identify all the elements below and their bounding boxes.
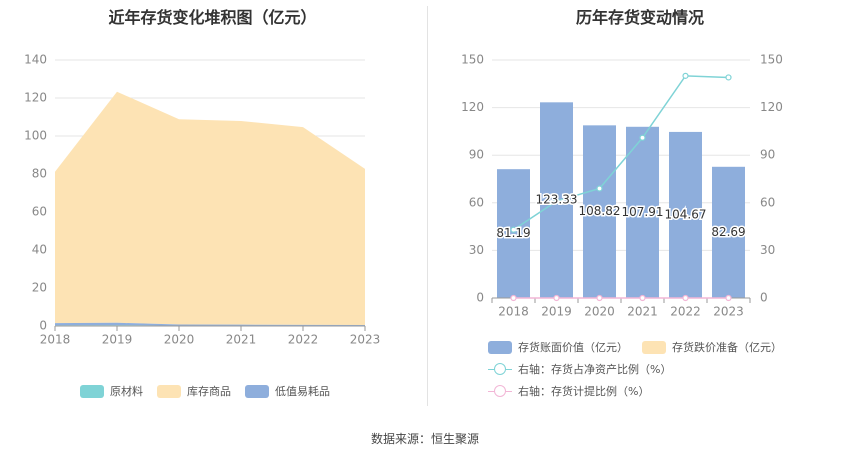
legend-row: 存货账面价值（亿元） 存货跌价准备（亿元） — [488, 336, 796, 358]
legend-item[interactable]: 右轴：存货占净资产比例（%） — [488, 361, 671, 377]
net-asset-ratio-point — [682, 72, 689, 79]
y-tick-label: 20 — [32, 281, 47, 295]
y2-tick-label: 30 — [760, 243, 775, 257]
legend-item[interactable]: 右轴：存货计提比例（%） — [488, 383, 649, 399]
stacked-area-chart-panel: 近年存货变化堆积图（亿元） 0 20 40 60 80 100 120 140 2018 2019… — [0, 0, 425, 410]
legend-swatch — [488, 362, 512, 376]
provision-ratio-point — [553, 294, 560, 302]
provision-ratio-point — [725, 294, 732, 302]
x-tick-label: 2020 — [584, 305, 615, 319]
net-asset-ratio-point — [553, 198, 560, 205]
panel-divider — [427, 6, 428, 406]
y-tick-label: 60 — [32, 205, 47, 219]
provision-ratio-point — [639, 294, 646, 302]
stacked-area-chart: 0 20 40 60 80 100 120 140 2018 2019 2020 2021 2022 20… — [24, 53, 381, 347]
y-tick-label: 80 — [32, 167, 47, 181]
net-asset-ratio-point — [639, 134, 646, 141]
legend-item[interactable]: 存货跌价准备（亿元） — [642, 339, 782, 355]
right-legend: 存货账面价值（亿元） 存货跌价准备（亿元） 右轴：存货占净资产比例（%） 右轴：存货计… — [488, 336, 796, 402]
inventory-bar — [626, 126, 659, 298]
y-tick-label: 0 — [476, 291, 484, 305]
legend-item[interactable]: 低值易耗品 — [245, 383, 330, 399]
y-tick-label: 140 — [24, 53, 47, 67]
provision-ratio-point — [510, 294, 517, 302]
x-tick-label: 2022 — [288, 333, 319, 347]
x-tick-label: 2019 — [102, 333, 133, 347]
bar-value-label: 81.19 — [496, 226, 530, 240]
y-tick-label: 150 — [461, 53, 484, 67]
x-tick-label: 2023 — [350, 333, 381, 347]
inventory-bar — [712, 166, 745, 298]
legend-swatch — [157, 384, 181, 398]
legend-swatch — [245, 384, 269, 398]
x-tick-label: 2018 — [40, 333, 71, 347]
net-asset-ratio-point — [725, 74, 732, 81]
y2-tick-label: 120 — [760, 100, 783, 114]
bar-value-label: 104.67 — [665, 207, 707, 221]
bar-value-label: 123.33 — [536, 193, 578, 207]
legend-label: 右轴：存货占净资产比例（%） — [518, 363, 672, 376]
legend-label: 存货跌价准备（亿元） — [672, 341, 782, 354]
legend-swatch — [488, 340, 512, 354]
x-tick-label: 2018 — [498, 305, 529, 319]
net-asset-ratio-line — [513, 75, 729, 231]
inventory-bar — [583, 125, 616, 299]
area-layer-2 — [55, 91, 365, 326]
data-source-note: 数据来源：恒生聚源 — [370, 432, 479, 446]
legend-marker — [494, 384, 506, 397]
legend-label: 原材料 — [110, 385, 143, 398]
area-layer-1 — [55, 322, 365, 326]
y2-tick-label: 90 — [760, 148, 775, 162]
y-tick-label: 30 — [469, 243, 484, 257]
y2-tick-label: 0 — [760, 291, 768, 305]
y2-tick-label: 60 — [760, 195, 775, 209]
y2-tick-label: 150 — [760, 53, 783, 67]
y-tick-label: 90 — [469, 148, 484, 162]
y-tick-label: 0 — [39, 319, 47, 333]
legend-row: 右轴：存货占净资产比例（%） — [488, 358, 796, 380]
bar-line-chart: 0 30 60 90 120 150 0 30 60 90 120 150 2018 2019 2020 20… — [461, 53, 783, 319]
left-legend: 原材料 库存商品 低值易耗品 — [80, 383, 344, 399]
y-tick-label: 40 — [32, 243, 47, 257]
provision-ratio-point — [682, 294, 689, 302]
right-chart-title: 历年存货变动情况 — [575, 8, 704, 27]
legend-swatch — [488, 384, 512, 398]
bar-value-label: 107.91 — [622, 205, 664, 219]
x-tick-label: 2019 — [541, 305, 572, 319]
x-tick-label: 2020 — [164, 333, 195, 347]
net-asset-ratio-point — [510, 226, 517, 233]
legend-item[interactable]: 库存商品 — [157, 383, 231, 399]
bar-value-label: 108.82 — [579, 204, 621, 218]
y-tick-label: 120 — [461, 100, 484, 114]
x-tick-label: 2021 — [627, 305, 658, 319]
inventory-bar — [669, 131, 702, 298]
legend-label: 低值易耗品 — [275, 385, 330, 398]
net-asset-ratio-point — [596, 185, 603, 192]
y-tick-label: 120 — [24, 91, 47, 105]
y-tick-label: 100 — [24, 129, 47, 143]
y-tick-label: 60 — [469, 195, 484, 209]
legend-row: 右轴：存货计提比例（%） — [488, 380, 796, 402]
legend-item[interactable]: 存货账面价值（亿元） — [488, 339, 628, 355]
bar-value-label: 82.69 — [711, 225, 745, 239]
legend-swatch — [642, 340, 666, 354]
legend-marker — [494, 362, 506, 375]
legend-swatch — [80, 384, 104, 398]
legend-label: 存货账面价值（亿元） — [518, 341, 628, 354]
inventory-bar — [497, 169, 530, 298]
legend-label: 库存商品 — [187, 385, 231, 398]
x-tick-label: 2023 — [713, 305, 744, 319]
provision-ratio-point — [596, 294, 603, 302]
legend-item[interactable]: 原材料 — [80, 383, 143, 399]
bar-line-chart-panel: 历年存货变动情况 0 30 60 90 120 150 0 30 60 90 120 150 2018 2… — [430, 0, 850, 410]
left-chart-title: 近年存货变化堆积图（亿元） — [108, 8, 317, 27]
x-tick-label: 2021 — [226, 333, 257, 347]
x-tick-label: 2022 — [670, 305, 701, 319]
legend-label: 右轴：存货计提比例（%） — [518, 385, 650, 398]
